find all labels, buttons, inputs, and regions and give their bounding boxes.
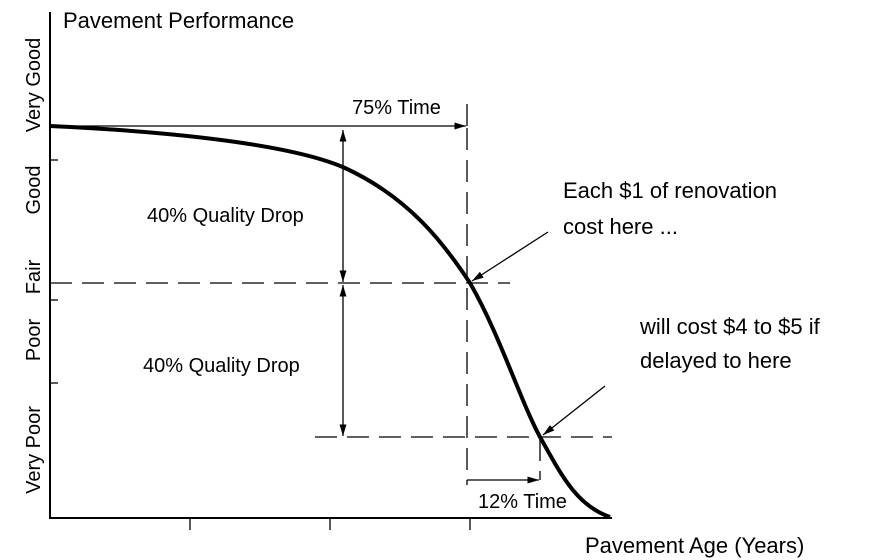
y-level: Poor: [23, 319, 45, 362]
annotation: Each $1 of renovation: [563, 178, 777, 203]
y-level: Fair: [23, 259, 45, 294]
guides: [50, 104, 612, 485]
title: Pavement Performance: [63, 8, 294, 33]
x-axis-label: Pavement Age (Years): [585, 533, 804, 558]
annotation: will cost $4 to $5 if: [639, 314, 821, 339]
y-level: Very Good: [23, 38, 45, 133]
performance-curve: [49, 124, 611, 519]
y-level: Good: [23, 166, 45, 215]
annotation: 75% Time: [352, 97, 441, 119]
y-level: Very Poor: [23, 406, 45, 494]
annotation: delayed to here: [640, 348, 792, 373]
axes: [49, 12, 612, 530]
annotation: 40% Quality Drop: [143, 355, 300, 377]
annotation: cost here ...: [563, 214, 678, 239]
annotation: 12% Time: [478, 491, 567, 513]
annotation: 40% Quality Drop: [147, 205, 304, 227]
